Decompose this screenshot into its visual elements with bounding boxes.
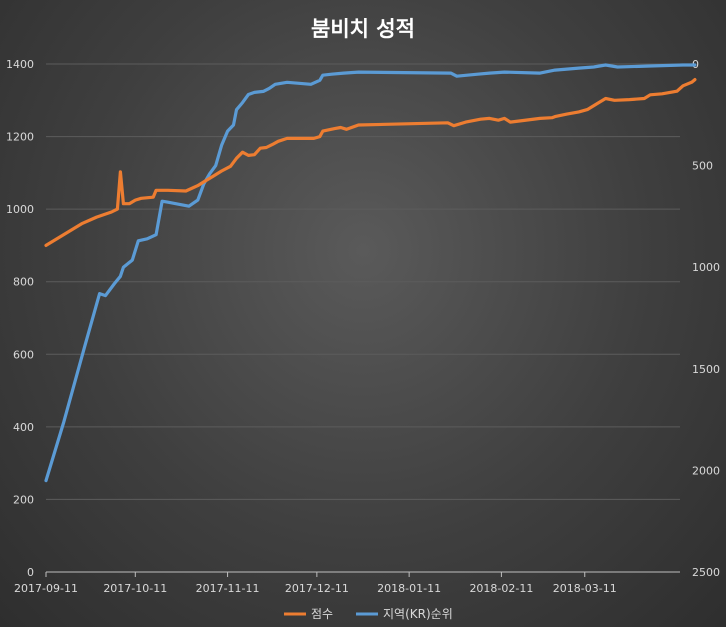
x-axis-tick-label: 2017-11-11 xyxy=(196,582,260,595)
right-axis-tick-label: 500 xyxy=(692,160,713,173)
left-axis-tick-label: 1400 xyxy=(6,58,34,71)
left-axis-tick-label: 0 xyxy=(27,566,34,579)
series-line-rank xyxy=(44,63,697,483)
right-axis-tick-label: 1500 xyxy=(692,363,720,376)
gridlines xyxy=(46,63,680,500)
x-axis-tick-label: 2018-03-11 xyxy=(553,582,617,595)
left-axis-tick-label: 1200 xyxy=(6,131,34,144)
legend-label-rank: 지역(KR)순위 xyxy=(383,607,453,621)
series-lines xyxy=(44,63,697,483)
legend-label-score: 점수 xyxy=(311,607,333,621)
left-axis-tick-label: 1000 xyxy=(6,203,34,216)
right-axis-tick-label: 2500 xyxy=(692,566,720,579)
x-axis-tick-label: 2017-12-11 xyxy=(285,582,349,595)
left-axis-tick-label: 400 xyxy=(13,421,34,434)
left-axis-tick-label: 800 xyxy=(13,276,34,289)
chart-title: 붐비치 성적 xyxy=(311,17,415,41)
right-axis-tick-label: 2000 xyxy=(692,464,720,477)
x-axis-tick-label: 2017-09-11 xyxy=(14,582,78,595)
series-line-score xyxy=(44,77,697,247)
x-axis-tick-label: 2018-02-11 xyxy=(469,582,533,595)
legend: 점수 지역(KR)순위 xyxy=(284,607,453,621)
x-axis-tick-label: 2018-01-11 xyxy=(377,582,441,595)
right-axis-tick-label: 1000 xyxy=(692,261,720,274)
left-axis-tick-label: 200 xyxy=(13,493,34,506)
x-axis-tick-label: 2017-10-11 xyxy=(103,582,167,595)
left-axis-tick-label: 600 xyxy=(13,348,34,361)
